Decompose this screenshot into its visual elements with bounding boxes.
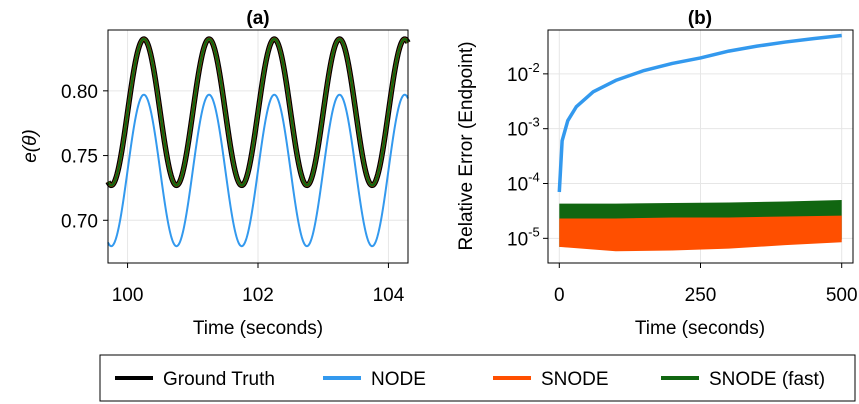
panel-a-series-snode-fast bbox=[106, 37, 410, 187]
legend-item-snode-fast: SNODE (fast) bbox=[661, 369, 825, 390]
panel-b-ylabel: Relative Error (Endpoint) bbox=[456, 41, 477, 250]
panel-a-yticks: 0.70 0.75 0.80 bbox=[61, 82, 108, 232]
legend-item-node: NODE bbox=[323, 369, 426, 390]
panel-b-xtick-label: 250 bbox=[685, 285, 717, 306]
panel-a-xtick-label: 102 bbox=[242, 285, 274, 306]
panel-a-xtick-label: 100 bbox=[112, 285, 144, 306]
panel-b-xticks: 0 250 500 bbox=[554, 263, 858, 306]
legend-label: NODE bbox=[371, 369, 426, 390]
panel-a-title: (a) bbox=[246, 8, 269, 29]
panel-b-xtick-label: 0 bbox=[554, 285, 565, 306]
legend-box bbox=[99, 354, 856, 402]
panel-a-ytick-label: 0.80 bbox=[61, 82, 98, 103]
panel-a-xlabel: Time (seconds) bbox=[193, 318, 323, 339]
legend-item-ground-truth: Ground Truth bbox=[115, 369, 275, 390]
legend-item-snode: SNODE bbox=[493, 369, 609, 390]
panel-b: (b) 0 250 500 10-5 10-4 10-3 10-2 Time (secon… bbox=[456, 8, 858, 339]
panel-b-ytick-label: 10-2 bbox=[507, 60, 540, 86]
panel-b-xlabel: Time (seconds) bbox=[635, 318, 765, 339]
panel-a-plot bbox=[105, 36, 411, 248]
panel-a-xtick-label: 104 bbox=[373, 285, 405, 306]
panel-b-ytick-label: 10-4 bbox=[507, 170, 540, 196]
panel-b-xtick-label: 500 bbox=[826, 285, 858, 306]
panel-a-series-node bbox=[107, 93, 409, 248]
panel-b-yticks: 10-5 10-4 10-3 10-2 bbox=[507, 60, 548, 250]
panel-b-ytick-label: 10-5 bbox=[507, 224, 540, 250]
panel-b-plot bbox=[557, 33, 842, 252]
panel-a-ytick-label: 0.75 bbox=[61, 147, 98, 168]
panel-b-ytick-label: 10-3 bbox=[507, 115, 540, 141]
panel-a: (a) 100 102 104 0.70 0.75 0.80 Time (seconds… bbox=[20, 8, 411, 339]
legend-label: SNODE (fast) bbox=[709, 369, 825, 390]
panel-b-title: (b) bbox=[688, 8, 712, 29]
panel-a-ylabel: e(θ) bbox=[20, 129, 41, 163]
panel-a-xticks: 100 102 104 bbox=[112, 263, 405, 306]
legend: Ground Truth NODE SNODE SNODE (fast) bbox=[99, 354, 856, 402]
panel-b-band-snode bbox=[559, 215, 842, 252]
legend-label: Ground Truth bbox=[163, 369, 275, 390]
panel-b-series-node bbox=[557, 33, 842, 193]
legend-label: SNODE bbox=[541, 369, 609, 390]
panel-a-ytick-label: 0.70 bbox=[61, 211, 98, 232]
